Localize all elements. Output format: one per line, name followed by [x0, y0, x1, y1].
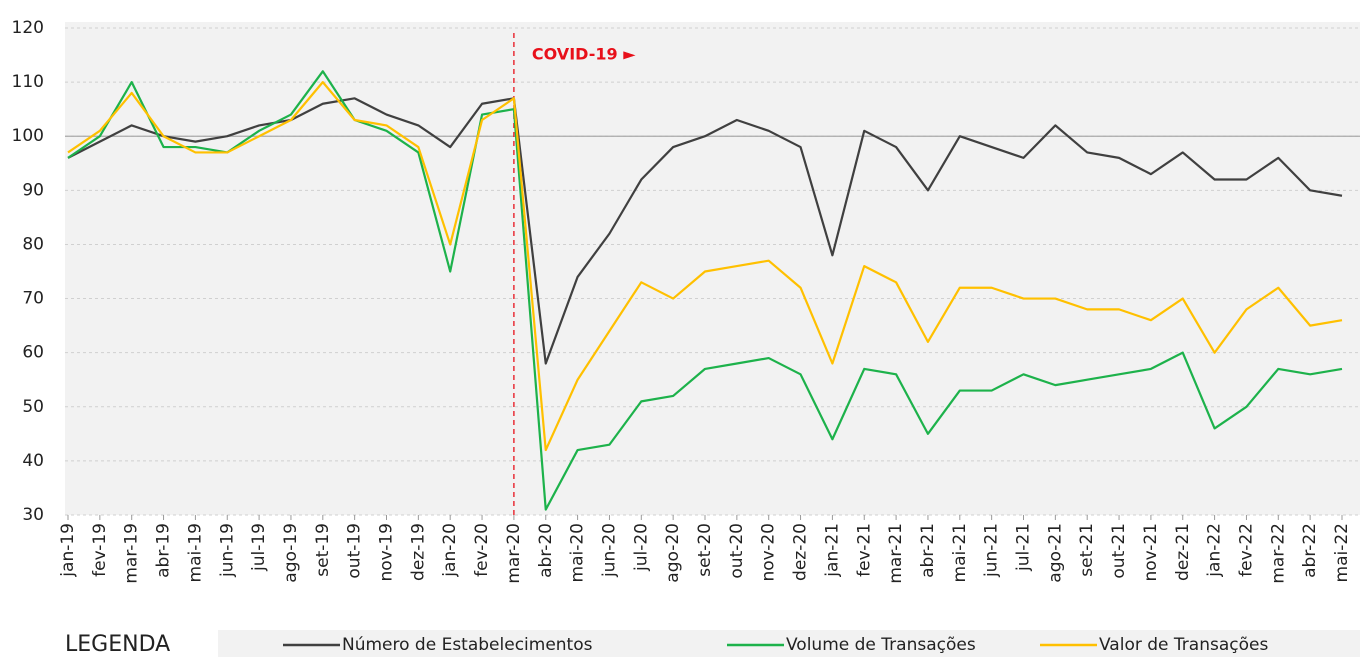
x-tick-label: ago-21 [1045, 523, 1065, 583]
x-tick-label: dez-21 [1173, 523, 1193, 581]
legend-label: Número de Estabelecimentos [342, 635, 593, 655]
x-tick-label: jul-19 [249, 523, 269, 572]
x-tick-label: abr-20 [536, 523, 556, 578]
y-tick-label: 110 [12, 72, 44, 92]
x-tick-label: dez-19 [408, 523, 428, 581]
x-tick-label: mar-21 [886, 523, 906, 584]
x-tick-label: fev-20 [472, 523, 492, 577]
series-line [67, 70, 1343, 511]
x-tick-label: jan-19 [58, 523, 78, 578]
x-tick-label: abr-22 [1300, 523, 1320, 578]
x-tick-label: set-19 [313, 523, 333, 577]
x-tick-label: jun-20 [599, 523, 619, 578]
x-tick-label: jul-20 [631, 523, 651, 572]
y-tick-label: 80 [22, 234, 44, 254]
y-tick-label: 30 [22, 505, 44, 525]
x-tick-label: jan-22 [1205, 523, 1225, 578]
series-line [67, 81, 1343, 452]
y-tick-label: 60 [22, 343, 44, 363]
x-tick-label: nov-19 [377, 523, 397, 582]
x-tick-label: out-21 [1109, 523, 1129, 579]
x-tick-label: jul-21 [1014, 523, 1034, 572]
x-tick-label: mar-19 [122, 523, 142, 584]
x-tick-label: abr-21 [918, 523, 938, 578]
y-tick-label: 120 [12, 18, 44, 38]
x-tick-label: jan-20 [440, 523, 460, 578]
x-tick-label: set-21 [1077, 523, 1097, 577]
x-tick-label: jan-21 [822, 523, 842, 578]
legend-box [218, 630, 1360, 657]
y-tick-label: 90 [22, 180, 44, 200]
x-tick-label: dez-20 [791, 523, 811, 581]
x-tick-label: mar-22 [1268, 523, 1288, 584]
x-tick-label: fev-19 [90, 523, 110, 577]
x-tick-label: fev-22 [1236, 523, 1256, 577]
x-tick-label: ago-19 [281, 523, 301, 583]
y-tick-label: 100 [12, 126, 44, 146]
x-tick-label: mai-20 [568, 523, 588, 582]
x-tick-label: mai-21 [950, 523, 970, 582]
x-tick-label: ago-20 [663, 523, 683, 583]
x-tick-label: jun-21 [982, 523, 1002, 578]
x-tick-label: mai-22 [1332, 523, 1352, 582]
legend-label: Volume de Transações [786, 635, 976, 655]
x-tick-label: out-19 [345, 523, 365, 579]
x-tick-label: out-20 [727, 523, 747, 579]
plot-area [65, 22, 1360, 515]
x-tick-label: nov-21 [1141, 523, 1161, 582]
y-tick-label: 70 [22, 289, 44, 309]
x-tick-label: mai-19 [185, 523, 205, 582]
legend-title: LEGENDA [65, 632, 170, 657]
x-tick-label: nov-20 [759, 523, 779, 582]
series-line [67, 97, 1343, 365]
x-tick-label: mar-20 [504, 523, 524, 584]
y-tick-label: 50 [22, 397, 44, 417]
x-tick-label: abr-19 [154, 523, 174, 578]
legend-label: Valor de Transações [1099, 635, 1268, 655]
x-tick-label: jun-19 [217, 523, 237, 578]
x-tick-label: set-20 [695, 523, 715, 577]
y-tick-label: 40 [22, 451, 44, 471]
x-tick-label: fev-21 [854, 523, 874, 577]
annotation: COVID-19 ► [532, 45, 636, 64]
